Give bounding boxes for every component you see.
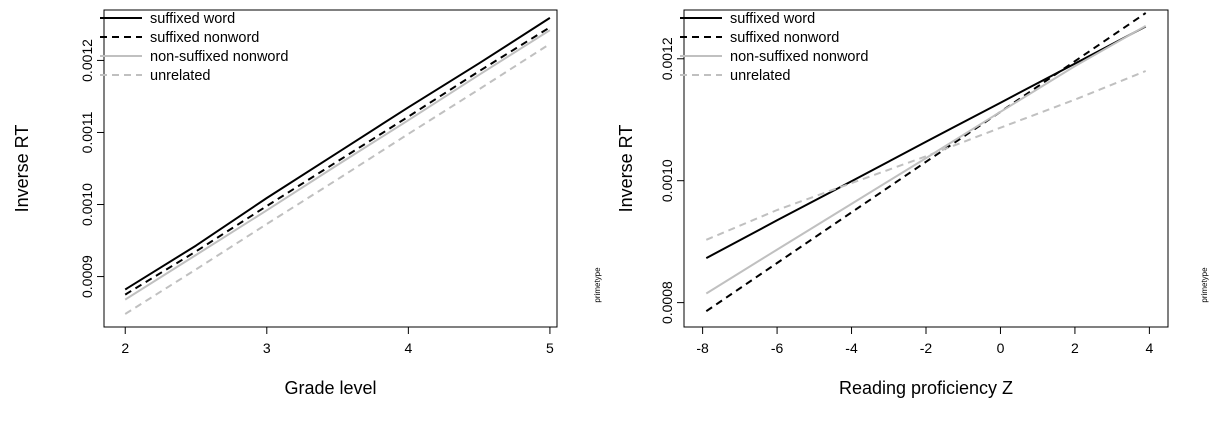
legend: suffixed word suffixed nonword non-suffixe… [100,11,288,84]
legend-label-3: non-suffixed nonword [730,49,868,65]
x-tick-label: 4 [1145,340,1153,356]
y-tick-label: 0.0010 [659,159,675,202]
legend-label-4: unrelated [150,68,210,84]
x-tick-label: 5 [546,340,554,356]
legend-label-1: suffixed word [730,11,815,27]
legend-label-2: suffixed nonword [150,30,259,46]
y-tick-label: 0.0008 [659,281,675,324]
legend-label-4: unrelated [730,68,790,84]
x-tick-label: -8 [696,340,709,356]
series-group [124,17,551,315]
series-group [705,12,1147,313]
chart-panel-2: -8 -6 -4 -2 0 2 4 0.0008 0.0010 0.0012 Reading pro… [616,9,1209,398]
side-label: primetype [1200,267,1209,303]
x-axis-label: Reading proficiency Z [839,378,1013,398]
y-tick-label: 0.0012 [79,39,95,82]
x-tick-label: -2 [920,340,933,356]
series-line-4 [124,43,551,315]
x-tick-label: 0 [997,340,1005,356]
y-tick-label: 0.0011 [79,111,95,153]
x-tick-label: 3 [263,340,271,356]
x-axis-label: Grade level [284,378,376,398]
y-tick-label: 0.0012 [659,37,675,80]
series-line-3 [705,25,1147,295]
series-line-2 [705,12,1147,313]
legend-label-1: suffixed word [150,11,235,27]
y-tick-label: 0.0010 [79,183,95,226]
plot-frame [103,9,558,328]
legend-label-3: non-suffixed nonword [150,49,288,65]
x-tick-label: 2 [121,340,129,356]
chart-panel-1: 2 3 4 5 0.0009 0.0010 0.0011 0.0012 Grade level I… [12,9,602,398]
x-tick-label: 2 [1071,340,1079,356]
legend: suffixed word suffixed nonword non-suffixe… [680,11,868,84]
y-tick-label: 0.0009 [79,255,95,298]
series-line-3 [124,29,551,301]
series-line-1 [124,17,551,291]
series-line-1 [705,25,1147,259]
side-label: primetype [593,267,602,303]
x-tick-label: -4 [845,340,858,356]
series-line-4 [705,70,1147,241]
y-axis-label: Inverse RT [616,125,636,213]
x-tick-label: 4 [404,340,412,356]
legend-label-2: suffixed nonword [730,30,839,46]
x-tick-label: -6 [771,340,784,356]
y-axis-label: Inverse RT [12,125,32,213]
